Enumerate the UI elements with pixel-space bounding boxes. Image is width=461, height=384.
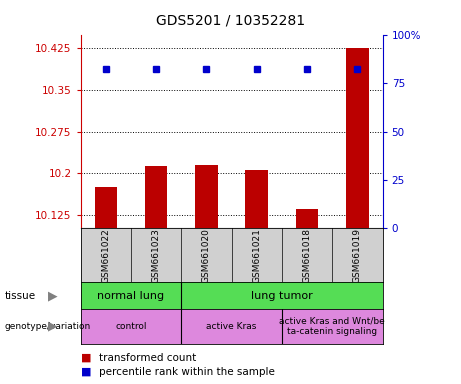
Text: GSM661022: GSM661022 (101, 228, 110, 283)
Text: normal lung: normal lung (97, 291, 165, 301)
Bar (145, 166, 167, 228)
Text: GSM661018: GSM661018 (302, 228, 312, 283)
Text: GSM661020: GSM661020 (202, 228, 211, 283)
Bar (296, 209, 319, 228)
Text: lung tumor: lung tumor (251, 291, 313, 301)
Text: percentile rank within the sample: percentile rank within the sample (99, 367, 275, 377)
Text: active Kras and Wnt/be
ta-catenin signaling: active Kras and Wnt/be ta-catenin signal… (279, 317, 385, 336)
Text: tissue: tissue (5, 291, 36, 301)
Bar (246, 170, 268, 228)
Text: active Kras: active Kras (207, 322, 257, 331)
Text: transformed count: transformed count (99, 353, 196, 363)
Text: genotype/variation: genotype/variation (5, 322, 91, 331)
Bar (346, 48, 369, 228)
Bar (195, 165, 218, 228)
Text: ■: ■ (81, 367, 91, 377)
Text: GSM661021: GSM661021 (252, 228, 261, 283)
Text: GSM661023: GSM661023 (152, 228, 161, 283)
Text: GSM661019: GSM661019 (353, 228, 362, 283)
Text: ▶: ▶ (48, 320, 58, 333)
Text: GDS5201 / 10352281: GDS5201 / 10352281 (156, 13, 305, 27)
Text: ▶: ▶ (48, 289, 58, 302)
Bar (95, 187, 117, 228)
Text: ■: ■ (81, 353, 91, 363)
Text: control: control (115, 322, 147, 331)
